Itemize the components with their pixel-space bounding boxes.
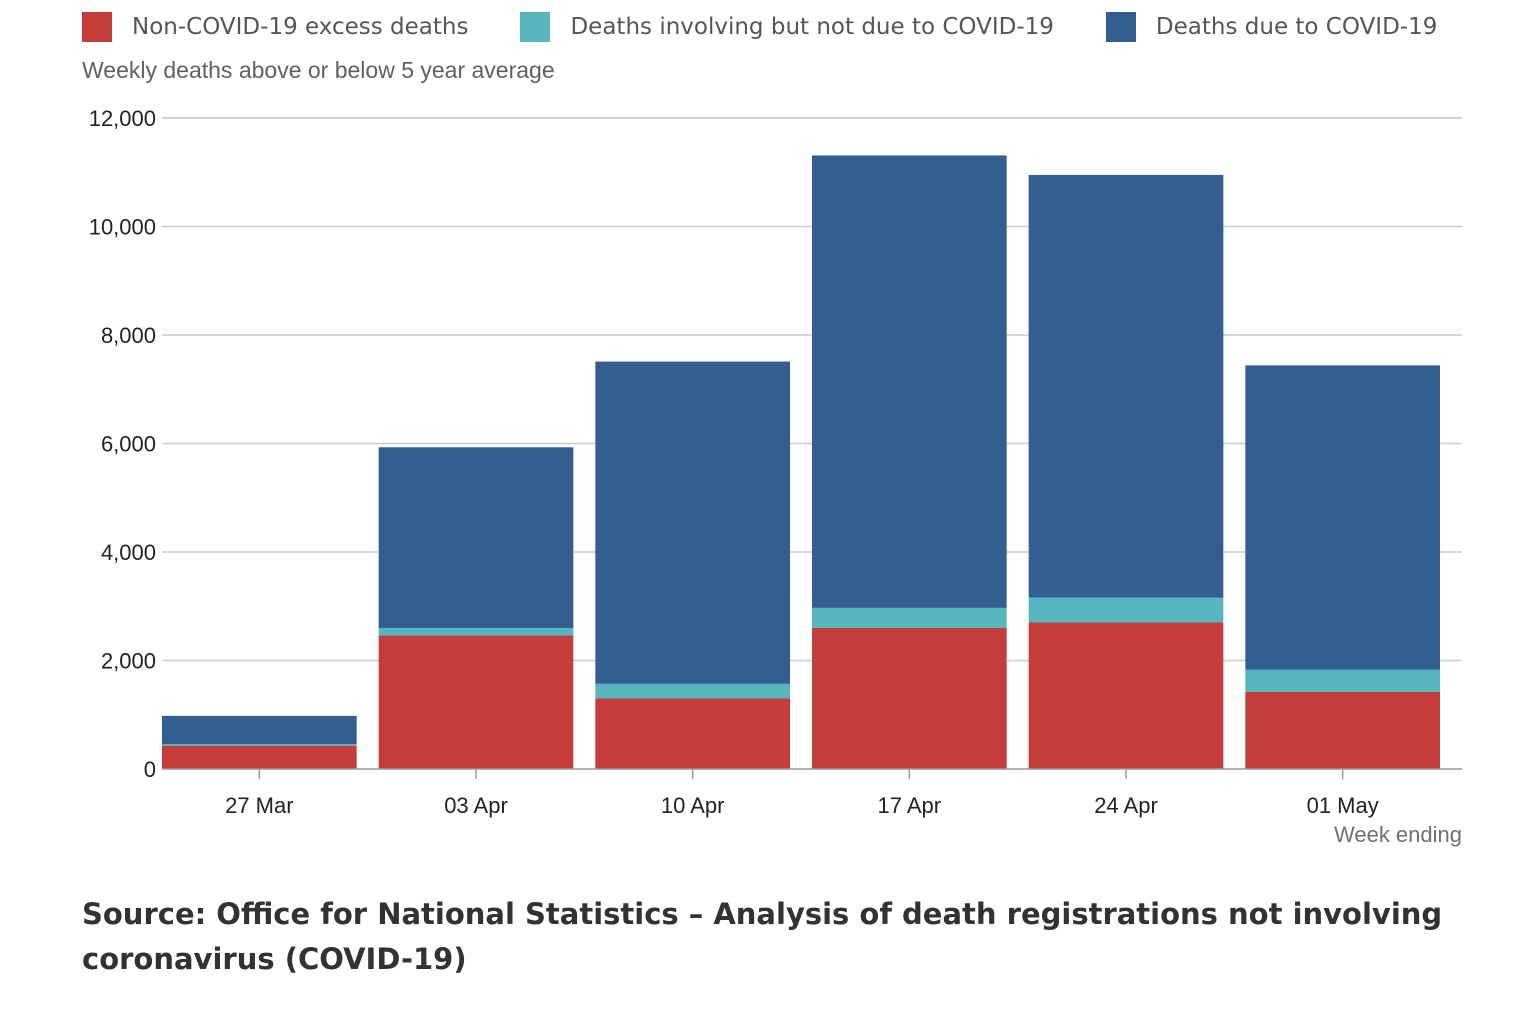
legend-label-due-to-covid: Deaths due to COVID-19: [1155, 14, 1438, 40]
legend-item-non-covid-excess[interactable]: Non-COVID-19 excess deaths: [82, 12, 468, 42]
bar-24-apr-series-0[interactable]: [1028, 622, 1224, 769]
bar-10-apr-series-2[interactable]: [595, 361, 790, 684]
y-axis-title: Weekly deaths above or below 5 year aver…: [82, 57, 555, 83]
x-tick-label: 27 Mar: [225, 793, 293, 818]
bar-27-mar-series-2[interactable]: [162, 715, 357, 745]
y-tick-label: 8,000: [101, 323, 156, 348]
bar-03-apr-series-2[interactable]: [378, 447, 574, 628]
stacked-bar-chart: 0 2,000 4,000 6,000 8,000 10,000 12,000 27 Mar 0…: [89, 106, 1462, 847]
legend-label-non-covid-excess: Non-COVID-19 excess deaths: [132, 14, 469, 40]
bar-24-apr-series-2[interactable]: [1028, 174, 1224, 598]
bar-stacks: [162, 155, 1440, 769]
x-tick-label: 24 Apr: [1094, 793, 1158, 818]
y-tick-label: 2,000: [101, 649, 156, 674]
legend-item-involving-not-due[interactable]: Deaths involving but not due to COVID-19: [520, 12, 1054, 42]
x-tick-label: 10 Apr: [661, 793, 725, 818]
bar-27-mar-series-0[interactable]: [162, 745, 357, 769]
bar-17-apr-series-0[interactable]: [812, 627, 1007, 769]
legend-item-due-to-covid[interactable]: Deaths due to COVID-19: [1105, 12, 1438, 42]
bar-10-apr-series-1[interactable]: [595, 683, 790, 699]
bar-01-may-series-2[interactable]: [1245, 365, 1440, 670]
bar-17-apr-series-2[interactable]: [812, 155, 1007, 608]
x-axis: [162, 768, 1462, 779]
y-tick-label: 12,000: [89, 106, 156, 131]
y-tick-label: 10,000: [89, 215, 156, 240]
chart-legend: Non-COVID-19 excess deaths Deaths involv…: [82, 12, 1437, 42]
source-note: Source: Office for National Statistics –…: [82, 897, 1443, 976]
bar-01-may-series-1[interactable]: [1245, 669, 1440, 692]
legend-swatch-involving-not-due: [520, 12, 551, 42]
legend-swatch-non-covid-excess: [82, 12, 112, 42]
y-tick-label: 6,000: [101, 432, 156, 457]
y-tick-label: 4,000: [101, 540, 156, 565]
y-tick-label: 0: [144, 757, 156, 782]
bar-01-may-series-0[interactable]: [1245, 691, 1440, 769]
bar-03-apr-series-1[interactable]: [378, 627, 574, 636]
bar-10-apr-series-0[interactable]: [595, 698, 790, 769]
bar-03-apr-series-0[interactable]: [378, 635, 574, 769]
x-axis-title: Week ending: [1334, 822, 1462, 847]
bar-17-apr-series-1[interactable]: [812, 607, 1007, 628]
axis-labels: 0 2,000 4,000 6,000 8,000 10,000 12,000 27 Mar 0…: [89, 106, 1462, 847]
bar-27-mar-series-1[interactable]: [162, 744, 357, 746]
legend-swatch-due-to-covid: [1105, 12, 1136, 42]
x-tick-label: 01 May: [1307, 793, 1379, 818]
bar-24-apr-series-1[interactable]: [1028, 597, 1224, 623]
x-tick-label: 03 Apr: [444, 793, 508, 818]
legend-label-involving-not-due: Deaths involving but not due to COVID-19: [570, 14, 1054, 40]
x-tick-label: 17 Apr: [878, 793, 942, 818]
